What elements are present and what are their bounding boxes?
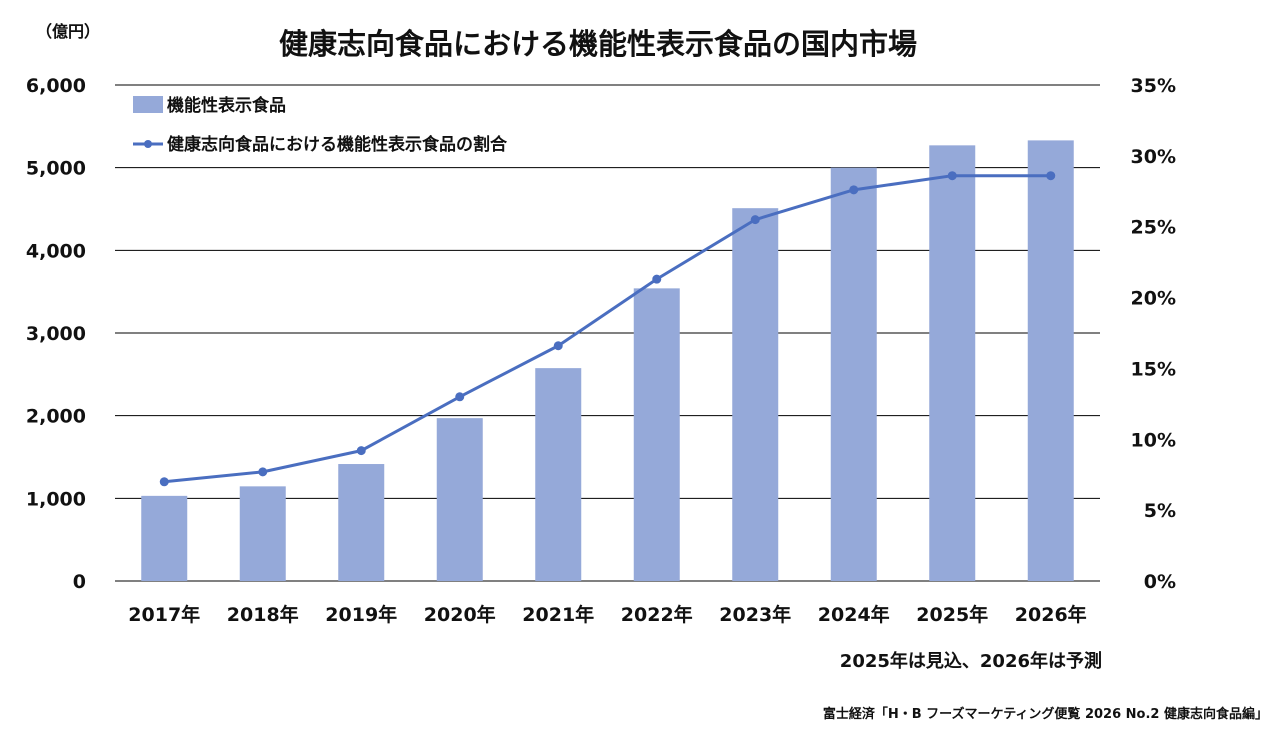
legend: 機能性表示食品 健康志向食品における機能性表示食品の割合 [133, 95, 508, 155]
right-tick-label: 10% [1131, 429, 1176, 451]
bar [436, 418, 483, 581]
line-point [258, 467, 268, 477]
line-point [159, 477, 169, 487]
right-tick-label: 30% [1131, 146, 1176, 168]
line-point [455, 392, 465, 402]
line-point [356, 446, 366, 456]
line-series [159, 171, 1056, 487]
line-point [553, 341, 563, 351]
left-tick-label: 1,000 [26, 488, 86, 510]
right-axis-ticks: 0% 5% 10% 15% 20% 25% 30% 35% [1131, 75, 1176, 593]
left-tick-label: 5,000 [26, 158, 86, 180]
bar [929, 145, 976, 581]
share-line [164, 174, 1051, 484]
left-tick-label: 3,000 [26, 323, 86, 345]
line-point [849, 185, 859, 195]
right-tick-label: 15% [1131, 358, 1176, 380]
bar [141, 495, 188, 581]
x-tick-label: 2025年 [916, 603, 988, 626]
legend-bar-label: 機能性表示食品 [167, 95, 286, 116]
x-tick-label: 2020年 [424, 603, 496, 626]
line-point [750, 215, 760, 225]
right-tick-label: 35% [1131, 75, 1176, 97]
x-axis-tick-labels: 2017年 2018年 2019年 2020年 2021年 2022年 2023年 2024年… [128, 603, 1086, 626]
right-tick-label: 5% [1144, 500, 1176, 522]
right-tick-label: 25% [1131, 217, 1176, 239]
chart-title: 健康志向食品における機能性表示食品の国内市場 [279, 27, 917, 61]
left-tick-label: 6,000 [26, 75, 86, 97]
bar [830, 167, 877, 581]
bar [732, 208, 779, 581]
bar [535, 368, 582, 581]
source-credit: 富士経済「H・B フーズマーケティング便覧 2026 No.2 健康志向食品編」 [823, 706, 1268, 722]
left-tick-label: 4,000 [26, 240, 86, 262]
x-tick-label: 2023年 [719, 603, 791, 626]
forecast-note: 2025年は見込、2026年は予測 [840, 650, 1102, 672]
right-tick-label: 20% [1131, 288, 1176, 310]
x-tick-label: 2021年 [522, 603, 594, 626]
left-tick-label: 0 [73, 571, 86, 593]
x-tick-label: 2022年 [621, 603, 693, 626]
x-tick-label: 2018年 [227, 603, 299, 626]
bar-series [141, 140, 1074, 582]
line-point [947, 171, 957, 181]
line-point [652, 274, 662, 284]
x-tick-label: 2026年 [1015, 603, 1087, 626]
left-tick-label: 2,000 [26, 406, 86, 428]
line-point [1046, 171, 1056, 181]
x-tick-label: 2024年 [818, 603, 890, 626]
bar [633, 288, 680, 581]
legend-line-label: 健康志向食品における機能性表示食品の割合 [167, 134, 508, 155]
x-tick-label: 2017年 [128, 603, 200, 626]
legend-line-marker [144, 140, 152, 148]
bar [1027, 140, 1074, 582]
x-tick-label: 2019年 [325, 603, 397, 626]
bar [338, 464, 385, 581]
legend-bar-swatch [133, 96, 163, 113]
bar [239, 486, 286, 581]
left-axis-unit-label: （億円） [36, 22, 100, 41]
right-tick-label: 0% [1144, 571, 1176, 593]
left-axis-ticks: 0 1,000 2,000 3,000 4,000 5,000 6,000 [26, 75, 86, 593]
